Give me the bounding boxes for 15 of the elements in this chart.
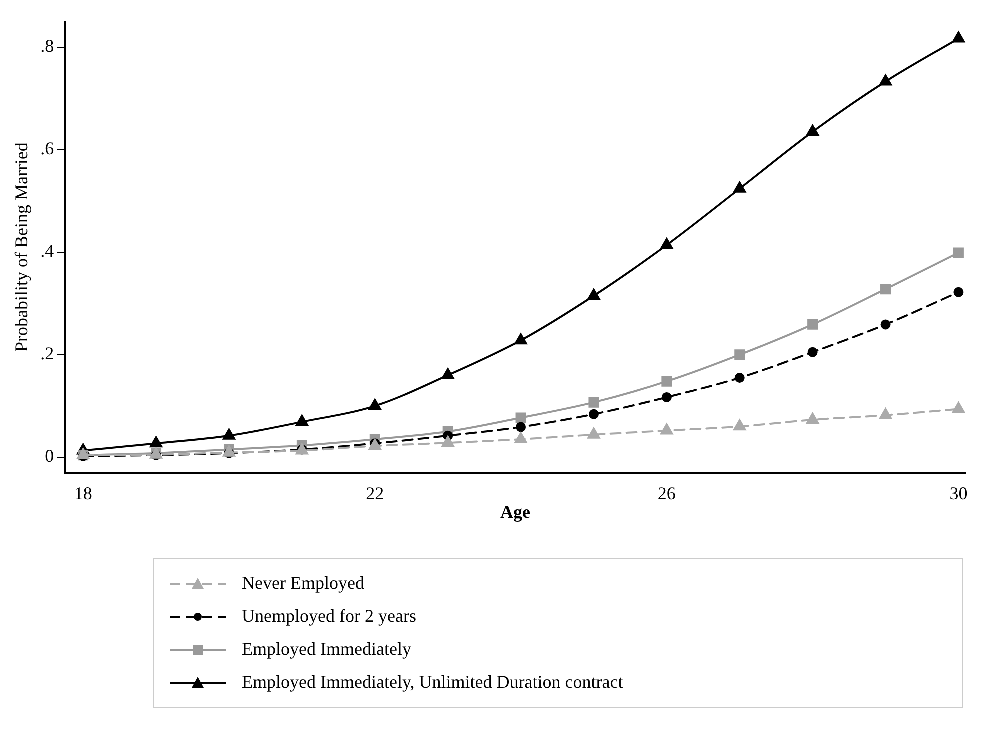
legend-label: Employed Immediately, Unlimited Duration contract [242,672,624,693]
y-tick-label: .8 [40,36,54,56]
x-axis-title: Age [500,502,531,522]
y-tick-label: 0 [45,446,54,466]
y-tick-label: .4 [40,241,54,262]
y-tick-label: .2 [40,344,54,364]
legend-label: Never Employed [242,573,364,594]
y-tick-label: .6 [40,138,54,159]
legend-label: Employed Immediately [242,639,412,660]
x-tick-label: 26 [658,483,676,504]
y-axis-title: Probability of Being Married [12,142,32,352]
x-tick-label: 22 [366,483,384,504]
legend-label: Unemployed for 2 years [242,606,416,627]
x-tick-label: 18 [74,483,92,504]
x-tick-label: 30 [950,483,968,504]
